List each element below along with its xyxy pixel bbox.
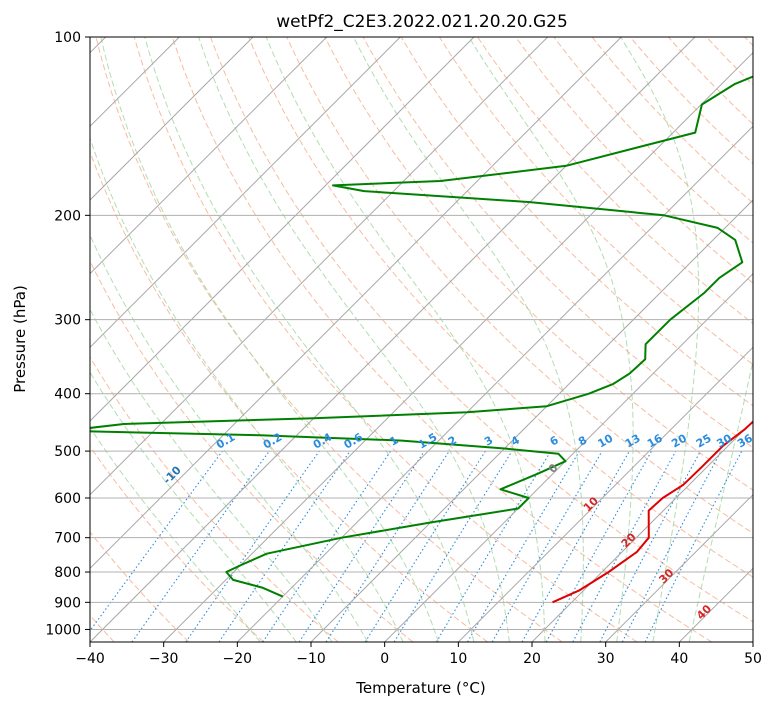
moist-adiabat-line [353, 37, 584, 642]
dry-adiabat-line [90, 356, 339, 642]
y-tick-label: 700 [54, 531, 81, 547]
x-tick-label: 10 [449, 651, 467, 667]
dry-adiabat-line [95, 37, 563, 642]
x-axis-ticks: −40 −30 −20 −10 0 10 20 30 40 50 [75, 642, 762, 667]
y-tick-label: 300 [54, 313, 81, 329]
dry-adiabat-line [400, 37, 753, 407]
dry-adiabat-line [90, 445, 264, 642]
isotherm-line [90, 37, 401, 349]
y-tick-label: 600 [54, 491, 81, 507]
plot-frame [89, 36, 754, 643]
x-tick-label: 0 [380, 651, 389, 667]
x-tick-label: 30 [597, 651, 615, 667]
x-tick-label: −10 [296, 651, 326, 667]
mixing-ratio-line [393, 450, 513, 642]
isotherm-line [384, 272, 753, 642]
moist-adiabat-line [688, 358, 753, 642]
y-tick-label: 800 [54, 565, 81, 581]
y-tick-label: 400 [54, 387, 81, 403]
x-tick-label: −40 [75, 651, 105, 667]
profile-lines [90, 75, 753, 604]
dry-adiabat-line [515, 37, 753, 284]
isotherm-line [90, 37, 254, 201]
moist-adiabat-line [90, 371, 297, 642]
isotherm-line [236, 125, 753, 642]
moist-adiabat-line [90, 136, 404, 642]
mixing-ratio-line [521, 450, 630, 642]
y-tick-label: 900 [54, 595, 81, 611]
dewpoint-profile-line [90, 75, 753, 598]
moist-adiabat-line [90, 233, 369, 642]
y-tick-label: 100 [54, 30, 81, 46]
moist-adiabat-line [90, 426, 261, 642]
x-tick-label: −30 [149, 651, 179, 667]
isotherm-line [90, 37, 622, 570]
moist-adiabat-line [265, 37, 546, 642]
y-axis-label: Pressure (hPa) [11, 285, 29, 393]
isotherm-line [531, 420, 753, 642]
moist-adiabat-line [100, 37, 439, 642]
dry-adiabat-line [210, 37, 753, 623]
x-tick-label: 50 [744, 651, 762, 667]
mixing-ratio-line [185, 450, 320, 642]
mixing-ratio-line [325, 450, 450, 642]
dry-adiabat-line [90, 150, 488, 642]
isotherm-line [90, 37, 696, 642]
isotherm-line [90, 37, 549, 496]
isotherm-line [457, 346, 753, 642]
moist-adiabat-line [198, 37, 510, 642]
x-tick-label: −20 [223, 651, 253, 667]
dry-adiabat-line [133, 37, 638, 642]
mixing-ratio-line [644, 450, 743, 642]
x-axis-label: Temperature (°C) [355, 679, 485, 697]
mixing-ratio-line [572, 450, 677, 642]
x-tick-label: 20 [523, 651, 541, 667]
x-tick-label: 40 [670, 651, 688, 667]
moist-adiabat-line [144, 37, 475, 642]
isotherm-line [163, 51, 753, 642]
background-lines [90, 37, 753, 642]
dry-adiabat-line [438, 37, 753, 366]
mixing-ratio-line [131, 450, 270, 642]
isotherm-line [605, 493, 753, 642]
y-tick-label: 1000 [45, 622, 81, 638]
dry-adiabat-line [90, 531, 190, 642]
dry-adiabat-line [248, 37, 753, 578]
isotherm-line [90, 37, 328, 275]
mixing-ratio-line [298, 450, 425, 642]
chart-title: wetPf2_C2E3.2022.021.20.20.G25 [276, 12, 568, 32]
y-tick-label: 500 [54, 444, 81, 460]
mixing-ratio-line [545, 450, 653, 642]
mixing-ratio-line [90, 450, 223, 632]
isotherm-line [90, 37, 475, 422]
temperature-profile-line [552, 420, 753, 604]
mixing-ratio-line [262, 450, 392, 642]
y-axis-ticks: 100 200 300 400 500 600 700 800 900 1000 [45, 30, 90, 638]
isotherm-line [310, 199, 753, 642]
y-tick-label: 200 [54, 208, 81, 224]
mixing-ratio-line [218, 450, 351, 642]
